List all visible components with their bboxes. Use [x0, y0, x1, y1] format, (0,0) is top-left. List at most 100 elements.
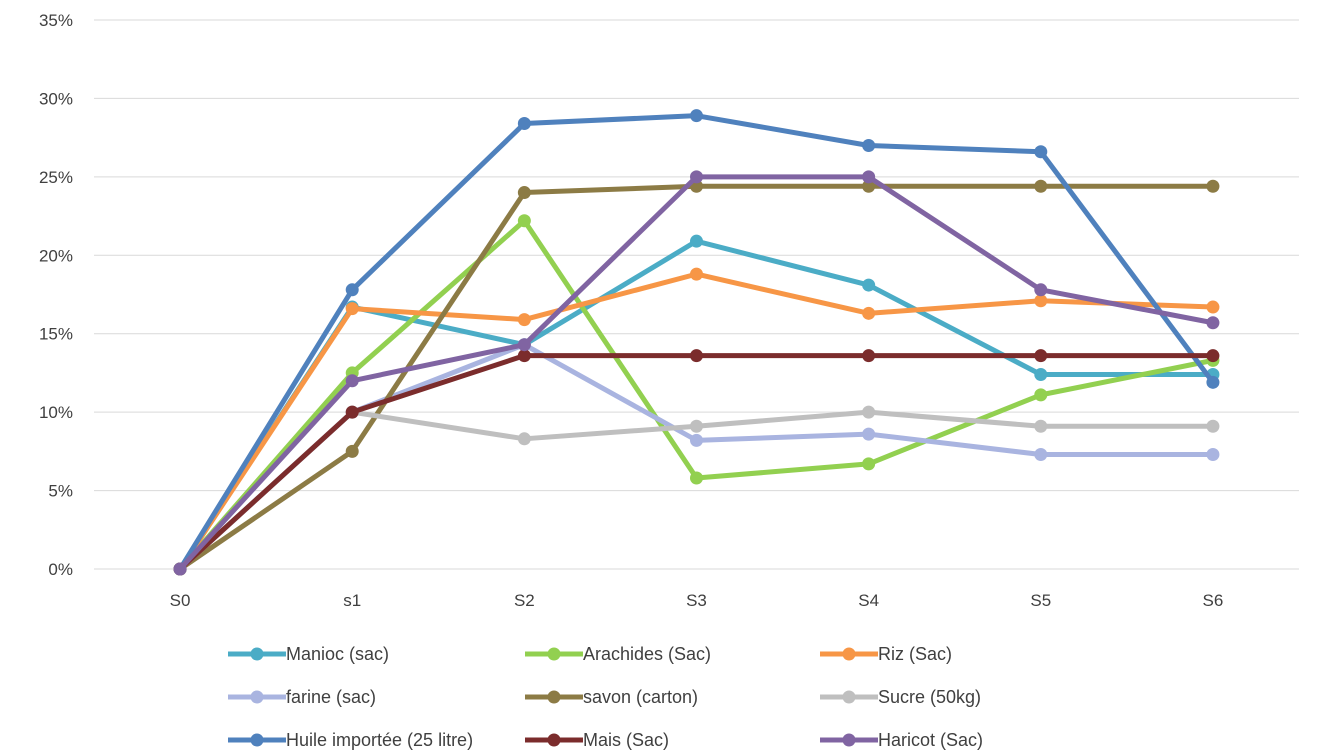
series-group: [173, 349, 1220, 576]
legend-swatch-marker: [250, 733, 264, 747]
data-point: [1206, 300, 1220, 314]
data-point: [862, 306, 876, 320]
series-line: [177, 238, 1216, 572]
data-point: [690, 419, 703, 433]
y-tick-label: 0%: [48, 560, 73, 579]
legend-item: Manioc (sac): [228, 644, 389, 664]
legend-item: Sucre (50kg): [820, 687, 981, 707]
legend-swatch-marker: [842, 647, 856, 661]
legend: Manioc (sac) Arachides (Sac) Riz (Sac) fari…: [228, 644, 983, 750]
gridlines: [94, 19, 1299, 570]
legend-label: Riz (Sac): [878, 644, 952, 664]
data-point: [1206, 316, 1220, 330]
y-axis-ticks: 0% 5% 10% 15% 20% 25% 30% 35%: [39, 11, 73, 579]
legend-label: Haricot (Sac): [878, 730, 983, 750]
data-point: [1206, 419, 1220, 433]
x-tick-label: S6: [1203, 591, 1224, 610]
data-point: [690, 267, 703, 281]
series-group: [173, 170, 1220, 576]
data-point: [517, 432, 531, 446]
legend-item: Huile importée (25 litre): [228, 730, 473, 750]
data-point: [690, 433, 703, 447]
data-point: [345, 444, 359, 458]
legend-label: Huile importée (25 litre): [286, 730, 473, 750]
data-point: [862, 170, 876, 184]
data-point: [1206, 349, 1220, 363]
data-point: [517, 349, 531, 363]
x-tick-label: s1: [343, 591, 361, 610]
y-tick-label: 25%: [39, 168, 73, 187]
data-point: [1206, 447, 1220, 461]
legend-item: Haricot (Sac): [820, 730, 983, 750]
y-tick-label: 30%: [39, 89, 73, 108]
data-point: [517, 214, 531, 228]
legend-label: savon (carton): [583, 687, 698, 707]
legend-label: Manioc (sac): [286, 644, 389, 664]
legend-swatch-marker: [842, 733, 856, 747]
data-point: [690, 170, 703, 184]
data-point: [862, 427, 876, 441]
legend-label: farine (sac): [286, 687, 376, 707]
legend-item: savon (carton): [525, 687, 698, 707]
x-tick-label: S0: [170, 591, 191, 610]
data-point: [345, 405, 359, 419]
data-point: [1034, 367, 1048, 381]
data-point: [862, 179, 876, 193]
y-tick-label: 10%: [39, 403, 73, 422]
data-point: [690, 471, 703, 485]
data-point: [345, 302, 359, 316]
x-tick-label: S5: [1030, 591, 1051, 610]
data-point: [345, 374, 359, 388]
y-tick-label: 5%: [48, 482, 73, 501]
x-tick-label: S3: [686, 591, 707, 610]
legend-label: Sucre (50kg): [878, 687, 981, 707]
data-point: [1034, 294, 1048, 308]
data-point: [345, 283, 359, 297]
data-point: [1206, 179, 1220, 193]
data-point: [862, 138, 876, 152]
data-point: [862, 457, 876, 471]
data-point: [1034, 419, 1048, 433]
legend-swatch-marker: [547, 647, 561, 661]
y-tick-label: 15%: [39, 325, 73, 344]
data-point: [690, 349, 703, 363]
data-point: [517, 186, 531, 200]
legend-item: farine (sac): [228, 687, 376, 707]
series-group: [173, 267, 1220, 576]
legend-swatch-marker: [250, 690, 264, 704]
series-lines: [173, 109, 1220, 576]
legend-swatch-marker: [842, 690, 856, 704]
data-point: [1034, 283, 1048, 297]
y-tick-label: 35%: [39, 11, 73, 30]
data-point: [1034, 447, 1048, 461]
legend-item: Arachides (Sac): [525, 644, 711, 664]
data-point: [517, 313, 531, 327]
data-point: [862, 278, 876, 292]
legend-swatch-marker: [547, 690, 561, 704]
data-point: [517, 117, 531, 131]
legend-swatch-marker: [547, 733, 561, 747]
data-point: [1034, 349, 1048, 363]
series-group: [173, 109, 1220, 576]
data-point: [1206, 375, 1220, 389]
x-tick-label: S4: [858, 591, 879, 610]
legend-label: Mais (Sac): [583, 730, 669, 750]
x-tick-label: S2: [514, 591, 535, 610]
legend-label: Arachides (Sac): [583, 644, 711, 664]
legend-item: Mais (Sac): [525, 730, 669, 750]
legend-swatch-marker: [250, 647, 264, 661]
x-axis-ticks: S0 s1 S2 S3 S4 S5 S6: [170, 591, 1224, 610]
data-point: [173, 562, 187, 576]
y-tick-label: 20%: [39, 246, 73, 265]
data-point: [862, 349, 876, 363]
data-point: [690, 234, 703, 248]
data-point: [1034, 145, 1048, 159]
data-point: [690, 109, 703, 123]
data-point: [1034, 179, 1048, 193]
legend-item: Riz (Sac): [820, 644, 952, 664]
data-point: [1034, 388, 1048, 402]
data-point: [517, 338, 531, 352]
series-line: [177, 342, 1216, 572]
data-point: [862, 405, 876, 419]
